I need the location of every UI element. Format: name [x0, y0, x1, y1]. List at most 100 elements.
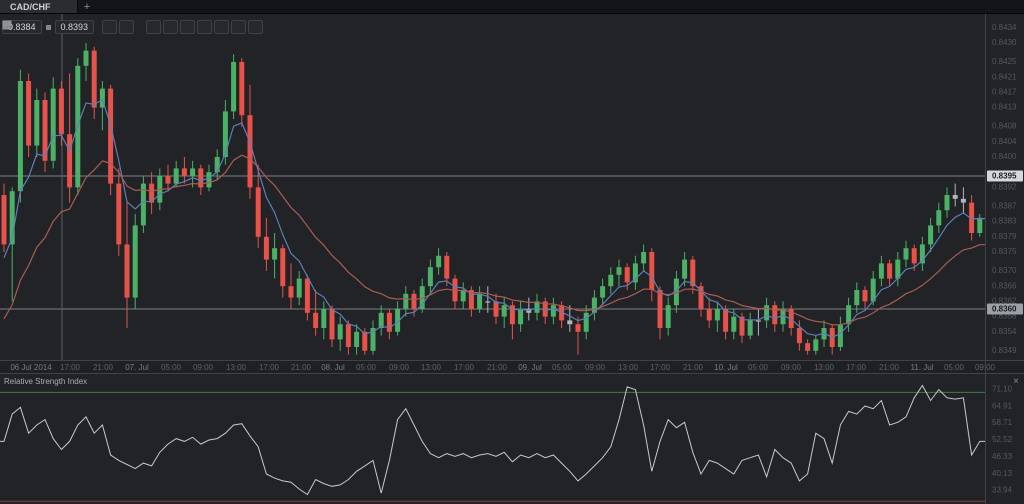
- candle-body: [764, 305, 770, 321]
- time-axis-label: 09:00: [192, 363, 214, 372]
- price-axis-label: 0.8417: [992, 88, 1017, 97]
- candle-body: [173, 168, 179, 184]
- candle-body: [403, 293, 409, 309]
- time-axis-label: 21:00: [682, 363, 704, 372]
- toolbar-button-snapshot[interactable]: [2, 20, 213, 34]
- candle-body: [509, 305, 515, 325]
- candle-body: [723, 309, 729, 332]
- candle-body: [67, 134, 73, 188]
- time-axis-label: 17:00: [258, 363, 280, 372]
- time-axis-label: 09:00: [780, 363, 802, 372]
- candle-body: [731, 316, 737, 332]
- price-axis-label: 0.8413: [992, 103, 1017, 112]
- candle-body: [919, 244, 925, 264]
- price-axis-label: 0.8425: [992, 57, 1017, 66]
- time-axis-label: 06 Jul 2014: [10, 363, 52, 372]
- bid-price-button[interactable]: 0.8384: [2, 20, 42, 34]
- ma-fast-line: [3, 98, 985, 338]
- candle-body: [99, 88, 105, 108]
- toolbar-button-indicators[interactable]: [2, 20, 196, 34]
- candle-body: [518, 309, 524, 325]
- candle-body: [386, 312, 392, 332]
- candle-body: [895, 259, 901, 279]
- time-axis-label: 17:00: [649, 363, 671, 372]
- candle-body: [690, 259, 696, 287]
- toolbar-button-chart-type[interactable]: [3, 20, 179, 34]
- candle-body: [706, 309, 712, 321]
- price-axis-label: 0.8349: [992, 346, 1017, 355]
- candle-body: [214, 157, 220, 173]
- ma-slow-line: [3, 154, 985, 326]
- time-axis-label: 07. Jul: [125, 363, 149, 372]
- toolbar-button-draw[interactable]: [3, 20, 264, 34]
- new-tab-button[interactable]: +: [78, 0, 96, 13]
- candle-body: [755, 320, 761, 322]
- rsi-axis-label: 46.33: [992, 452, 1013, 461]
- candle-body: [378, 312, 384, 328]
- candle-body: [542, 301, 548, 317]
- time-axis-label: 11. Jul: [910, 363, 934, 372]
- chart-overlay-controls: 0.8384 0.8393: [2, 20, 265, 34]
- candle-body: [91, 50, 97, 108]
- candle-body: [632, 263, 638, 283]
- candle-body: [600, 286, 606, 298]
- candle-body: [624, 267, 630, 283]
- candle-body: [739, 316, 745, 336]
- candle-body: [813, 339, 819, 351]
- candle-body: [116, 183, 122, 245]
- candle-body: [9, 191, 15, 245]
- candle-body: [501, 305, 507, 317]
- toolbar-button-tag[interactable]: [2, 20, 230, 34]
- toolbar-button-zoom-out[interactable]: [2, 20, 135, 34]
- toolbar-button-strategy[interactable]: [2, 20, 247, 34]
- candle-body: [345, 324, 351, 347]
- candle-body: [165, 176, 171, 184]
- candle-body: [714, 309, 720, 321]
- candle-body: [608, 274, 614, 287]
- candle-body: [837, 324, 843, 347]
- time-axis-label: 21:00: [878, 363, 900, 372]
- candle-body: [936, 210, 942, 226]
- candle-body: [50, 88, 56, 161]
- candle-body: [575, 324, 581, 332]
- ask-price: 0.8393: [60, 22, 89, 32]
- time-axis-label: 13:00: [420, 363, 442, 372]
- candle-body: [231, 62, 237, 112]
- tab-cadchf[interactable]: CAD/CHF: [0, 0, 78, 13]
- candle-body: [206, 172, 212, 188]
- rsi-pane[interactable]: Relative Strength Index × 71.10 64.91 58.7…: [0, 375, 1024, 504]
- time-axis-label: 10. Jul: [714, 363, 738, 372]
- price-chart-pane[interactable]: 0.8434 0.8430 0.8425 0.8421 0.8417 0.8413 0.84…: [0, 14, 1024, 360]
- toolbar-button-zoom-in[interactable]: [2, 20, 118, 34]
- candle-body: [952, 195, 958, 199]
- price-axis-label: 0.8430: [992, 38, 1017, 47]
- tab-title: CAD/CHF: [10, 1, 51, 12]
- candle-body: [272, 248, 278, 260]
- candle-body: [280, 248, 286, 287]
- candle-body: [288, 286, 294, 298]
- candle-body: [944, 195, 950, 211]
- ask-price-button[interactable]: 0.8393: [54, 20, 95, 34]
- price-axis-label: 0.8375: [992, 247, 1017, 256]
- candle-body: [132, 225, 138, 298]
- candle-body: [337, 324, 343, 340]
- time-axis-label: 21:00: [290, 363, 312, 372]
- candle-body: [321, 309, 327, 328]
- tab-bar: CAD/CHF +: [0, 0, 1024, 14]
- rsi-close-button[interactable]: ×: [1013, 376, 1019, 387]
- time-axis-label: 13:00: [813, 363, 835, 372]
- time-axis-label: 05:00: [355, 363, 377, 372]
- time-axis[interactable]: 06 Jul 2014 17:00 21:00 07. Jul 05:00 09:00 13…: [0, 360, 1024, 374]
- time-axis-label: 09:00: [584, 363, 606, 372]
- price-axis-label: 0.8392: [992, 183, 1017, 192]
- candle-body: [296, 278, 302, 298]
- candle-body: [222, 111, 228, 157]
- time-axis-label: 21:00: [92, 363, 114, 372]
- candle-body: [444, 255, 450, 279]
- candle-body: [911, 248, 917, 264]
- toolbar-button-interval[interactable]: [2, 20, 162, 34]
- candle-body: [42, 100, 48, 161]
- rsi-axis-label: 71.10: [992, 384, 1013, 393]
- price-axis-label: 0.8370: [992, 266, 1017, 275]
